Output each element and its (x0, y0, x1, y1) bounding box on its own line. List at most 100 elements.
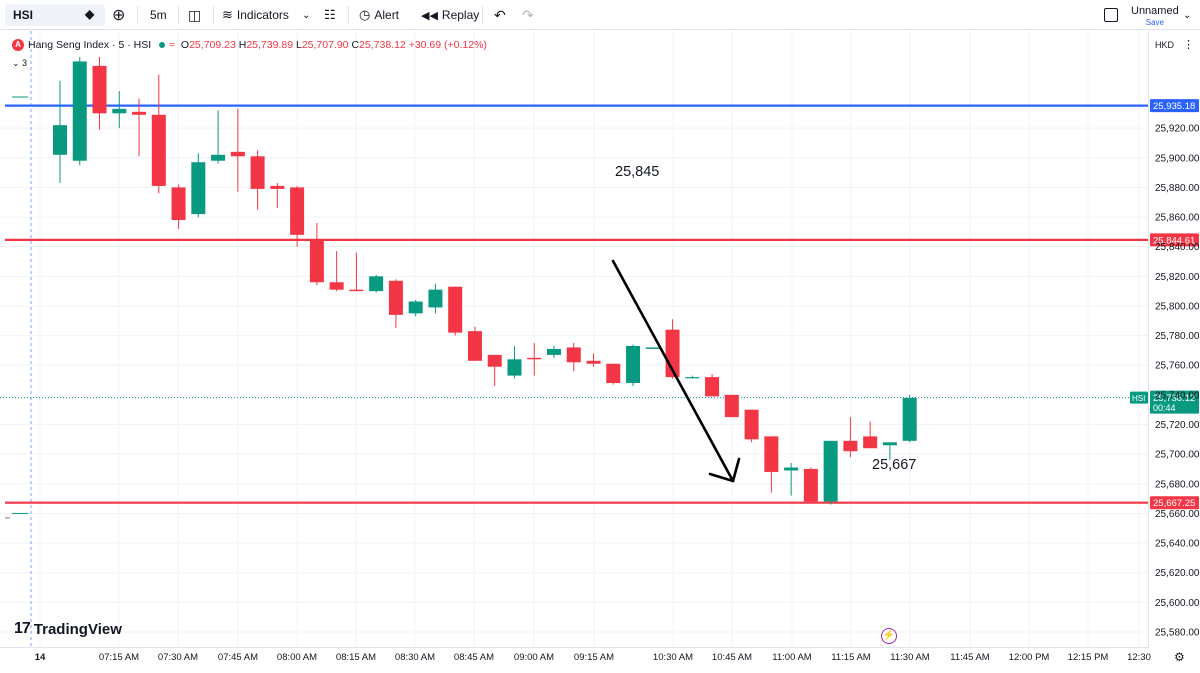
price-level-tag (1150, 496, 1199, 510)
candle-body[interactable] (863, 436, 878, 449)
x-tick-label: 09:15 AM (574, 652, 614, 663)
candle-body[interactable] (902, 397, 917, 441)
candle-body[interactable] (309, 239, 324, 283)
redo-icon[interactable]: ↷ (522, 6, 534, 23)
annotation-text[interactable]: 25,845 (615, 164, 659, 180)
candle-body[interactable] (507, 359, 522, 376)
candle-body[interactable] (606, 363, 621, 384)
candle-body[interactable] (191, 162, 206, 215)
symbol-search[interactable]: HSI ◆ (5, 4, 105, 26)
symbol-tag-label: HSI (1132, 394, 1145, 403)
eye-icon[interactable]: ◆ (85, 7, 95, 21)
candle-body[interactable] (448, 286, 463, 333)
interval-button[interactable]: 5m (150, 8, 167, 22)
layout-name-button[interactable]: Unnamed Save (1131, 6, 1179, 28)
x-tick-label: 08:00 AM (277, 652, 317, 663)
candle-body[interactable] (211, 154, 226, 161)
candle-body[interactable] (349, 289, 364, 292)
candle-body[interactable] (171, 187, 186, 221)
ohlc-values: O25,709.23 H25,739.89 L25,707.90 C25,738… (180, 39, 487, 51)
y-tick-label: 25,800.00 (1155, 301, 1200, 312)
symbol-label: HSI (13, 8, 34, 22)
candle-body[interactable] (72, 61, 87, 161)
y-tick-label: 25,720.00 (1155, 420, 1200, 431)
candle-body[interactable] (467, 331, 482, 361)
candle-body[interactable] (151, 114, 166, 186)
y-tick-label: 25,920.00 (1155, 124, 1200, 135)
candle-body[interactable] (270, 185, 285, 189)
candle-body[interactable] (388, 280, 403, 315)
candle-body[interactable] (626, 345, 641, 384)
indicators-icon: ≋ (222, 7, 233, 22)
layout-checkbox-icon[interactable] (1104, 0, 1118, 30)
y-tick-label: 25,640.00 (1155, 539, 1200, 550)
candle-body[interactable] (803, 468, 818, 502)
replay-button[interactable]: ◀◀ Replay (421, 0, 479, 30)
alert-button[interactable]: ◷ Alert (359, 0, 399, 30)
y-tick-label: 25,740.00 (1155, 390, 1200, 401)
candle-body[interactable] (566, 347, 581, 363)
currency-label[interactable]: HKD (1155, 40, 1175, 50)
save-label: Save (1145, 18, 1164, 27)
candle-body[interactable] (724, 394, 739, 418)
candle-body[interactable] (428, 289, 443, 308)
y-tick-label: 25,660.00 (1155, 509, 1200, 520)
lightning-icon[interactable]: ⚡ (881, 628, 897, 644)
price-level-label: 25,844.61 (1153, 235, 1195, 246)
candle-body[interactable] (290, 187, 305, 235)
y-tick-label: 25,760.00 (1155, 361, 1200, 372)
chevron-down-icon[interactable]: ⌄ (302, 9, 311, 21)
candle-body[interactable] (408, 301, 423, 314)
undo-icon[interactable]: ↶ (494, 6, 506, 23)
candle-body[interactable] (250, 156, 265, 189)
candle-body[interactable] (53, 125, 67, 155)
candle-body[interactable] (329, 282, 344, 290)
divider (348, 6, 349, 24)
candle-body[interactable] (645, 347, 660, 349)
x-tick-label: 11:00 AM (772, 652, 812, 663)
market-open-dot-icon (159, 42, 166, 48)
candle-body[interactable] (132, 111, 147, 115)
candle-body[interactable] (705, 377, 720, 397)
layout-name: Unnamed (1131, 5, 1179, 17)
candle-body[interactable] (369, 276, 384, 292)
divider (213, 6, 214, 24)
candle-body[interactable] (784, 467, 799, 471)
settings-gear-icon[interactable]: ⚙ (1174, 650, 1185, 664)
candle-body[interactable] (487, 354, 502, 367)
y-tick-label: 25,700.00 (1155, 450, 1200, 461)
compare-plus-icon[interactable]: ⊕ (112, 7, 126, 24)
candle-body[interactable] (882, 442, 897, 446)
candle-body[interactable] (527, 357, 542, 360)
hsi-logo-icon: A (12, 39, 24, 51)
candle-body[interactable] (586, 360, 601, 364)
divider (482, 6, 483, 24)
candle-body[interactable] (744, 409, 759, 440)
x-tick-label: 08:30 AM (395, 652, 435, 663)
collapsed-indicators-toggle[interactable]: ⌄ 3 (12, 58, 28, 68)
x-tick-label: 14 (35, 652, 46, 663)
candle-body[interactable] (685, 377, 700, 379)
candle-style-icon[interactable]: ◫ (188, 6, 202, 23)
tradingview-logo[interactable]: 17 TradingView (14, 620, 122, 638)
layout-grid-icon[interactable]: ☷ (324, 7, 336, 22)
top-toolbar: HSI ◆ ⊕ 5m ◫ ≋ Indicators ⌄ ☷ ◷ Alert ◀◀… (0, 0, 1200, 30)
legend-title[interactable]: Hang Seng Index · 5 · HSI (28, 39, 152, 51)
candle-body[interactable] (92, 65, 107, 114)
candle-body[interactable] (547, 348, 561, 355)
price-level-tag (1150, 99, 1199, 113)
indicators-button[interactable]: ≋ Indicators (222, 0, 289, 30)
candle-body[interactable] (112, 108, 127, 114)
menu-dots-icon[interactable]: ⋮ (1183, 39, 1194, 51)
x-tick-label: 11:30 AM (890, 652, 930, 663)
candle-body[interactable] (230, 151, 245, 157)
y-tick-label: 25,820.00 (1155, 272, 1200, 283)
candle-body[interactable] (823, 440, 838, 502)
candle-body[interactable] (764, 436, 779, 472)
candle-body[interactable] (843, 440, 858, 452)
symbol-tag (1130, 391, 1148, 404)
annotation-text[interactable]: 25,667 (872, 457, 916, 473)
chevron-down-icon[interactable]: ⌄ (1183, 9, 1192, 21)
trend-arrow-shaft[interactable] (611, 259, 735, 483)
